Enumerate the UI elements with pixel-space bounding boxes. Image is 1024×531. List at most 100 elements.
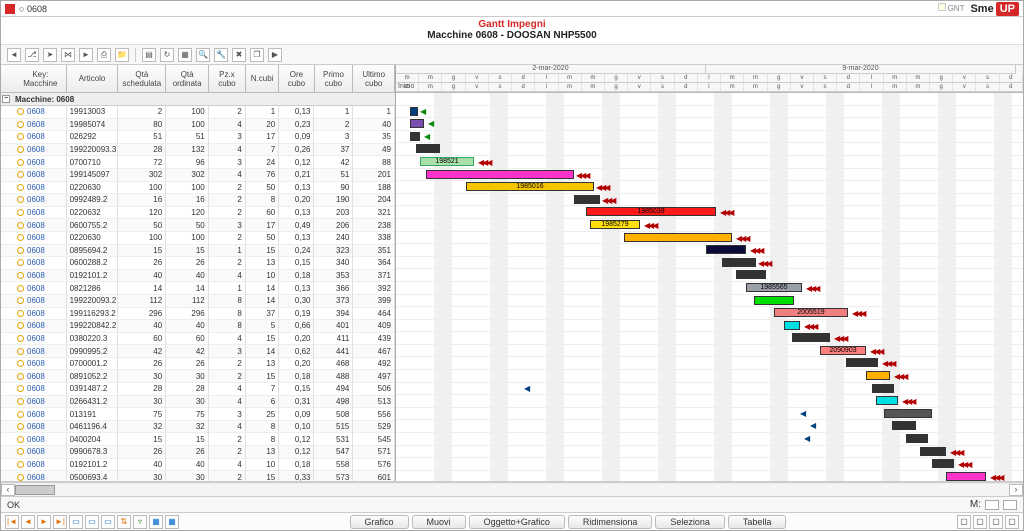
- gantt-lane[interactable]: [396, 143, 1023, 156]
- gantt-lane[interactable]: ◀◀◀: [396, 257, 1023, 270]
- table-row[interactable]: 0608070071072963240,124288: [1, 156, 395, 169]
- gantt-lane[interactable]: [396, 295, 1023, 308]
- gantt-bar[interactable]: [792, 333, 830, 342]
- sort-icon[interactable]: ⇅: [117, 515, 131, 529]
- gantt-bar[interactable]: [872, 384, 894, 393]
- nav-first-icon[interactable]: |◄: [5, 515, 19, 529]
- scroll-right-icon[interactable]: ›: [1009, 484, 1023, 496]
- gantt-lane[interactable]: ◀: [396, 420, 1023, 433]
- table-row[interactable]: 06080990995.242423140,62441467: [1, 345, 395, 358]
- gantt-bar[interactable]: 1985279: [590, 220, 640, 229]
- gantt-bar[interactable]: 2090903: [820, 346, 866, 355]
- col-orecubo[interactable]: Ore cubo: [279, 65, 314, 93]
- gantt-bar[interactable]: [736, 270, 766, 279]
- gantt-bar[interactable]: 198521: [420, 157, 474, 166]
- gantt-lane[interactable]: ◀◀◀: [396, 244, 1023, 257]
- table-row[interactable]: 0608199220093.328132470,263749: [1, 144, 395, 157]
- gantt-bar[interactable]: 1985565: [746, 283, 802, 292]
- bottom-tab[interactable]: Ridimensiona: [568, 515, 653, 529]
- gantt-lane[interactable]: ◀◀◀: [396, 395, 1023, 408]
- gantt-lane[interactable]: ◀: [396, 106, 1023, 119]
- grid-icon[interactable]: ▦: [149, 515, 163, 529]
- gantt-bar[interactable]: 2005519: [774, 308, 848, 317]
- gantt-lane[interactable]: ◀◀◀: [396, 320, 1023, 333]
- gantt-lane[interactable]: 198521◀◀◀: [396, 156, 1023, 169]
- scroll-left-icon[interactable]: ‹: [1, 484, 15, 496]
- gantt-bar[interactable]: [410, 107, 418, 116]
- h-scrollbar[interactable]: ‹ ›: [1, 482, 1023, 496]
- br-4-icon[interactable]: ▢: [1005, 515, 1019, 529]
- table-row[interactable]: 06080895694.215151150,24323351: [1, 245, 395, 258]
- table-row[interactable]: 06080600755.250503170,49206238: [1, 219, 395, 232]
- table-row[interactable]: 0608082128614141140,13366392: [1, 282, 395, 295]
- gantt-lane[interactable]: 1985039◀◀◀: [396, 206, 1023, 219]
- table-row[interactable]: 06080600288.226262130,15340364: [1, 257, 395, 270]
- bottom-tab[interactable]: Muovi: [412, 515, 466, 529]
- table-row[interactable]: 06080992489.21616280,20190204: [1, 194, 395, 207]
- table-row[interactable]: 0608199130032100210,1311: [1, 106, 395, 119]
- nav-next-icon[interactable]: ►: [37, 515, 51, 529]
- table-row[interactable]: 060802629251513170,09335: [1, 131, 395, 144]
- scroll-track[interactable]: [15, 484, 1009, 496]
- gantt-lane[interactable]: ◀◀◀: [396, 357, 1023, 370]
- tool-print-icon[interactable]: ⎙: [97, 48, 111, 62]
- mini-icon-1[interactable]: [985, 500, 999, 510]
- gantt-lane[interactable]: ◀: [396, 131, 1023, 144]
- tool-back-icon[interactable]: ◄: [7, 48, 21, 62]
- gantt-lane[interactable]: ◀◀◀: [396, 446, 1023, 459]
- table-row[interactable]: 0608199220842.24040850,66401409: [1, 320, 395, 333]
- gantt-lane[interactable]: 2090903◀◀◀: [396, 345, 1023, 358]
- mini-icon-2[interactable]: [1003, 500, 1017, 510]
- col-ncubi[interactable]: N.cubi: [246, 65, 279, 93]
- gantt-lane[interactable]: ◀◀◀: [396, 232, 1023, 245]
- gantt-lane[interactable]: ◀: [396, 383, 1023, 396]
- gantt-bar[interactable]: [722, 258, 756, 267]
- gantt-bar[interactable]: [846, 358, 878, 367]
- gantt-lane[interactable]: ◀◀◀: [396, 370, 1023, 383]
- tool-cancel-icon[interactable]: ✖: [232, 48, 246, 62]
- bottom-tab[interactable]: Oggetto+Grafico: [469, 515, 565, 529]
- table-row[interactable]: 06080700001.226262130,20468492: [1, 358, 395, 371]
- tree-collapse-icon[interactable]: −: [2, 95, 10, 103]
- gantt-bar[interactable]: [410, 119, 424, 128]
- bottom-tab[interactable]: Tabella: [728, 515, 787, 529]
- table-row[interactable]: 0608199220093.21121128140,30373399: [1, 295, 395, 308]
- tool-play-icon[interactable]: ▶: [268, 48, 282, 62]
- gantt-bar[interactable]: [706, 245, 746, 254]
- view-2-icon[interactable]: ▭: [85, 515, 99, 529]
- filter-icon[interactable]: ▿: [133, 515, 147, 529]
- gantt-lane[interactable]: ◀◀◀: [396, 332, 1023, 345]
- gantt-bar[interactable]: [906, 434, 928, 443]
- gantt-bar[interactable]: [574, 195, 600, 204]
- gantt-body[interactable]: ◀◀◀198521◀◀◀◀◀◀1985016◀◀◀◀◀◀1985039◀◀◀19…: [396, 93, 1023, 481]
- gantt-lane[interactable]: [396, 269, 1023, 282]
- gantt-bar[interactable]: [884, 409, 932, 418]
- table-row[interactable]: 06080391487.22828470,15494506: [1, 383, 395, 396]
- tool-search-icon[interactable]: 🔍: [196, 48, 210, 62]
- gantt-lane[interactable]: ◀: [396, 118, 1023, 131]
- gantt-bar[interactable]: [410, 132, 420, 141]
- table-row[interactable]: 060802206321201202600,13203321: [1, 207, 395, 220]
- gantt-lane[interactable]: 1985279◀◀◀: [396, 219, 1023, 232]
- nav-last-icon[interactable]: ►|: [53, 515, 67, 529]
- col-key[interactable]: Key: Macchine: [1, 65, 67, 93]
- bottom-tab[interactable]: Seleziona: [655, 515, 725, 529]
- gantt-bar[interactable]: [754, 296, 794, 305]
- gantt-lane[interactable]: 1985565◀◀◀: [396, 282, 1023, 295]
- br-3-icon[interactable]: ▢: [989, 515, 1003, 529]
- gantt-lane[interactable]: ◀◀◀: [396, 194, 1023, 207]
- tool-wrench-icon[interactable]: 🔧: [214, 48, 228, 62]
- table-row[interactable]: 060802206301001002500,13240338: [1, 232, 395, 245]
- gantt-bar[interactable]: [866, 371, 890, 380]
- scroll-thumb[interactable]: [15, 485, 55, 495]
- table-row[interactable]: 06080380220.360604150,20411439: [1, 333, 395, 346]
- gantt-bar[interactable]: [932, 459, 954, 468]
- gantt-lane[interactable]: 1985016◀◀◀: [396, 181, 1023, 194]
- group-row[interactable]: − Macchine: 0608: [1, 93, 395, 106]
- table-row[interactable]: 060802206301001002500,1390188: [1, 182, 395, 195]
- gantt-bar[interactable]: [416, 144, 440, 153]
- br-1-icon[interactable]: ▢: [957, 515, 971, 529]
- gantt-lane[interactable]: ◀◀◀: [396, 169, 1023, 182]
- table-row[interactable]: 06080266431.23030460,31498513: [1, 396, 395, 409]
- gantt-bar[interactable]: [426, 170, 574, 179]
